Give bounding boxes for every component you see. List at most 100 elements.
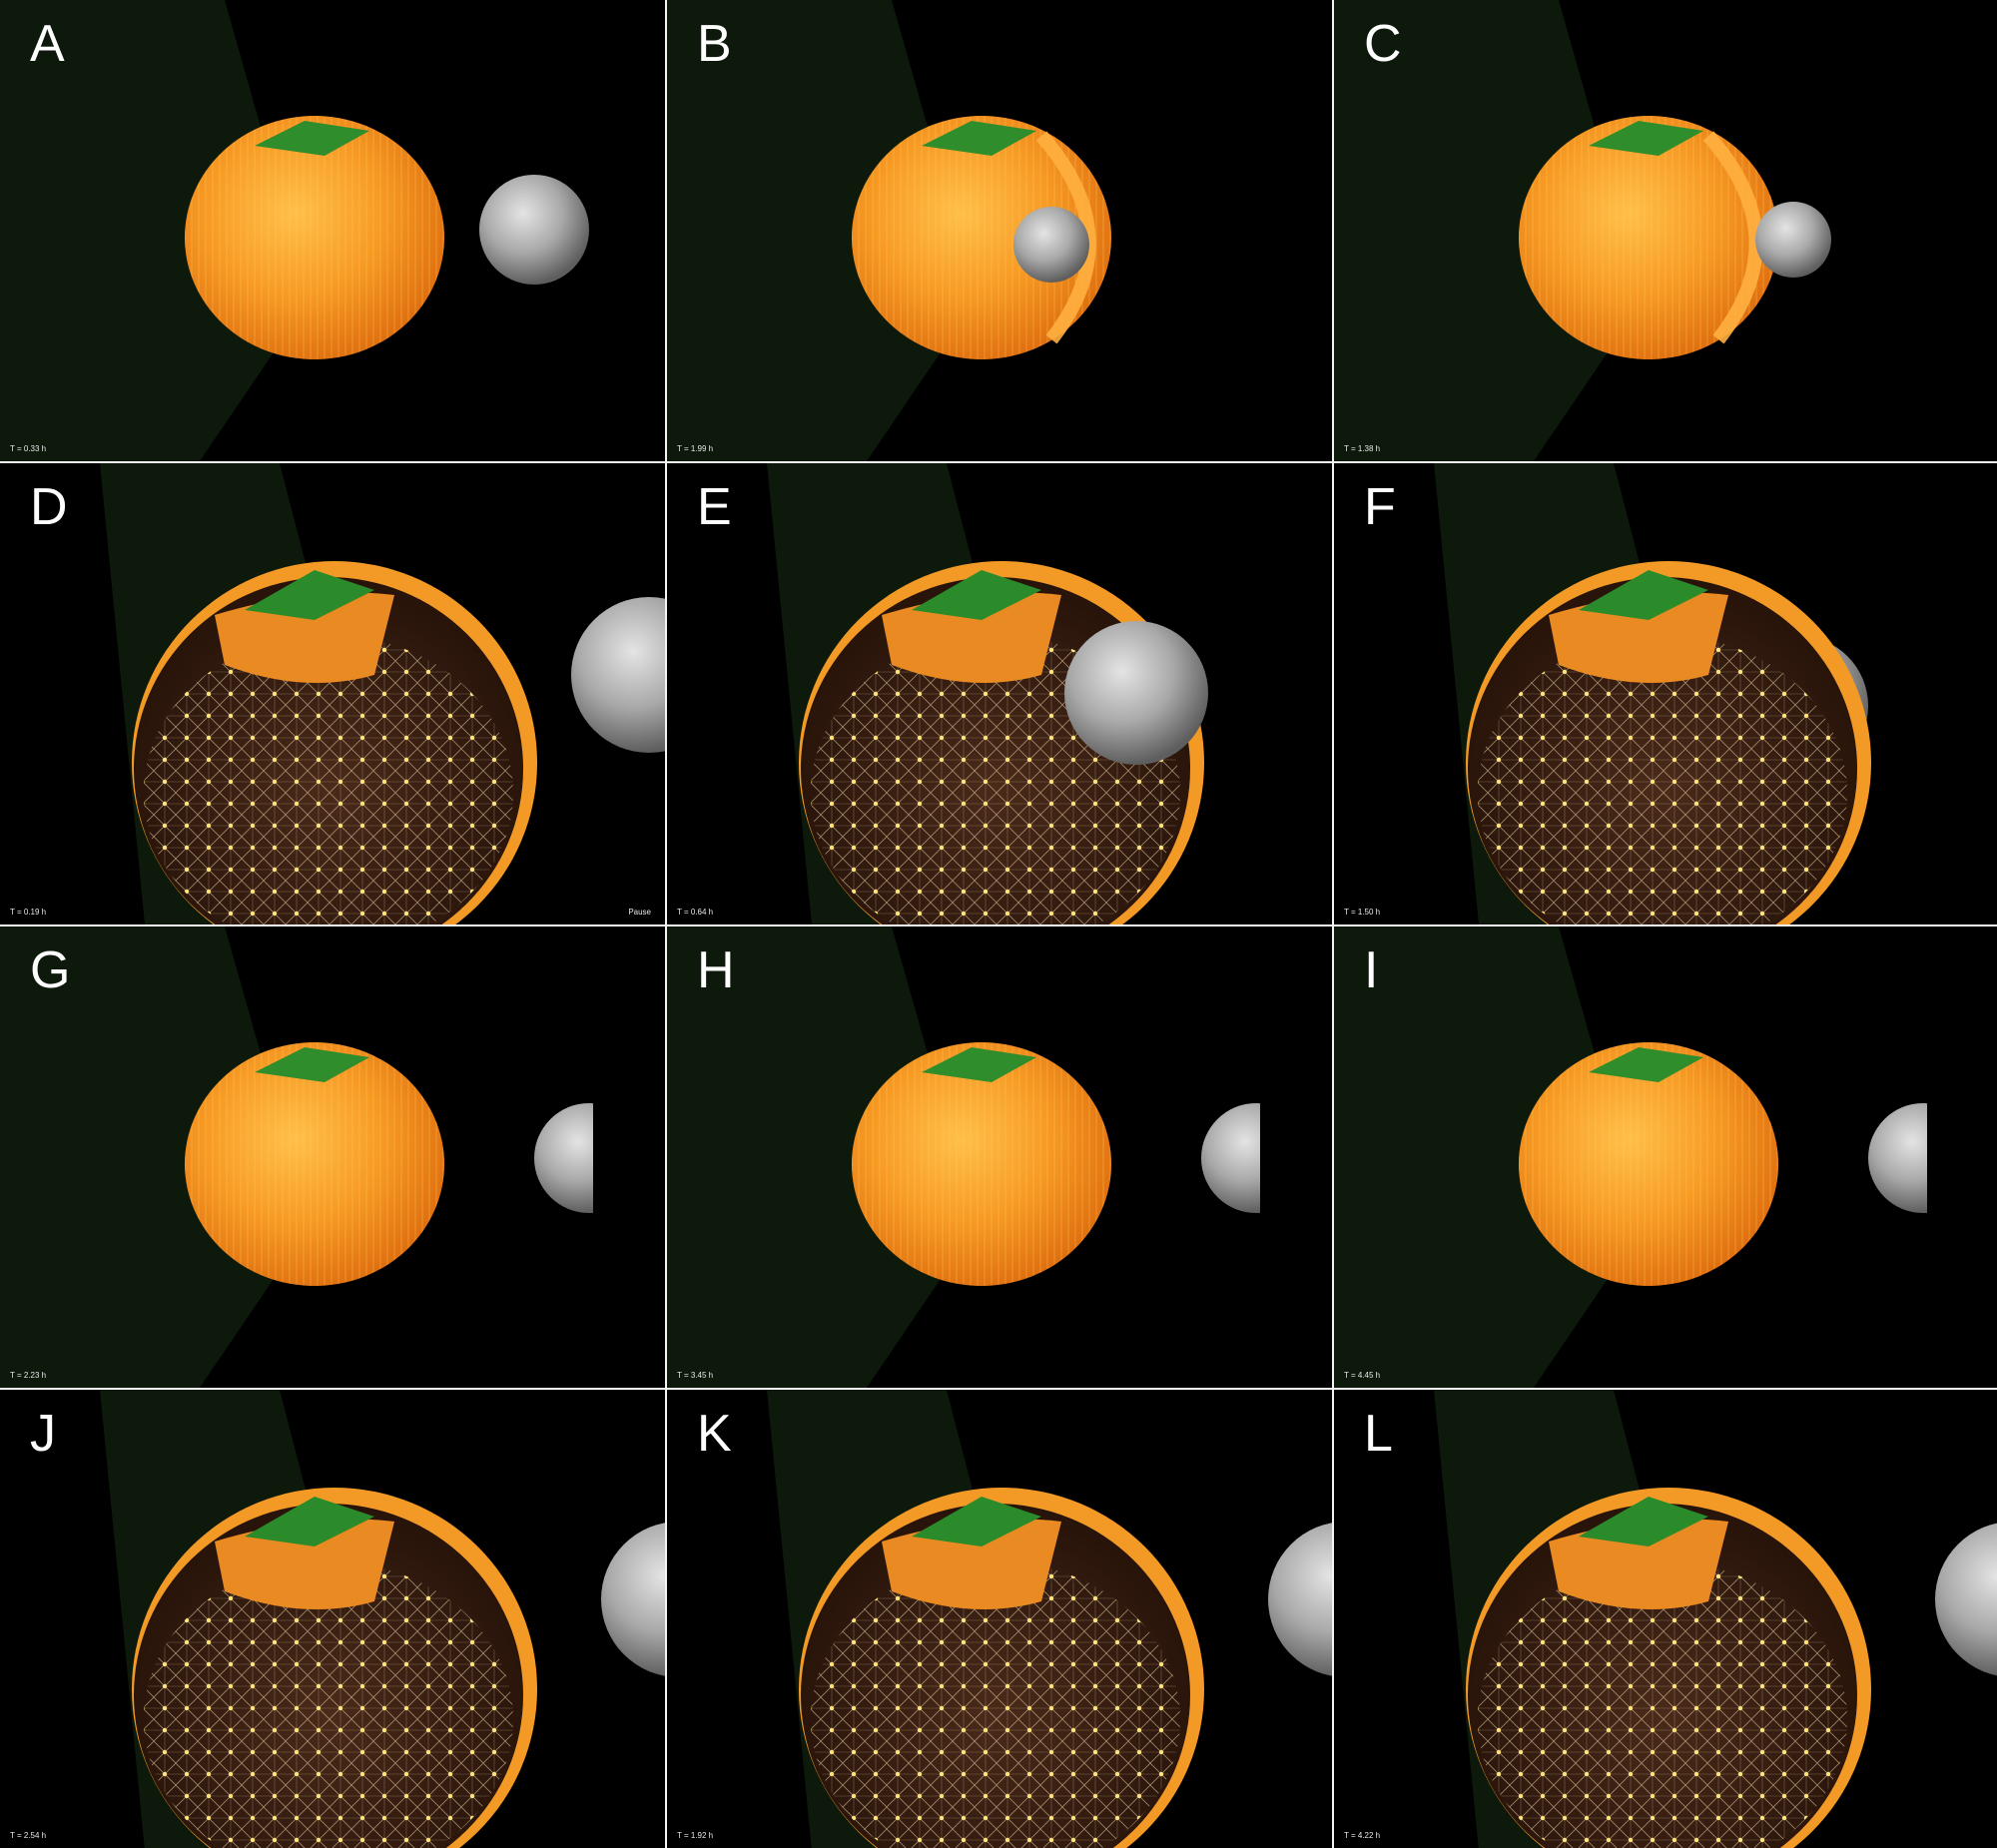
panel-e: E T = 0.64 h: [667, 463, 1332, 924]
cortex-shell: [882, 592, 1061, 683]
cortex-shell: [1549, 592, 1728, 683]
cortex-cap: [912, 570, 1041, 620]
divider: [0, 1388, 1997, 1390]
bead: [1268, 1523, 1332, 1676]
panel-g: G T = 2.23 h: [0, 926, 665, 1388]
bead: [1064, 621, 1208, 765]
membrane-protrusion: [1035, 131, 1096, 344]
cortex-cap: [255, 121, 369, 156]
cortex-cap: [912, 1497, 1041, 1546]
panel-letter: F: [1364, 478, 1396, 536]
time-label: T = 2.23 h: [10, 1371, 47, 1380]
cell-surface-filaments: [185, 116, 444, 359]
panel-f: F T = 1.50 h: [1334, 463, 1997, 924]
cytoskeleton-network: [144, 635, 513, 924]
cortex-shell: [882, 1519, 1061, 1609]
cortex-shell: [215, 592, 394, 683]
divider: [1332, 0, 1334, 461]
background-plane: [667, 0, 977, 461]
panel-d: D T = 0.19 h Pause: [0, 463, 665, 924]
cortex-cap: [1579, 570, 1708, 620]
cortex-shell: [1549, 1519, 1728, 1609]
background-plane: [1334, 0, 1644, 461]
divider: [1332, 1390, 1334, 1848]
bead: [479, 175, 589, 285]
panel-i: I T = 4.45 h: [1334, 926, 1997, 1388]
divider: [0, 924, 1997, 926]
time-label: T = 1.99 h: [677, 444, 714, 453]
time-label: T = 1.50 h: [1344, 908, 1381, 917]
scene-render: [1434, 1390, 1997, 1848]
scene-render: [0, 926, 593, 1388]
panel-letter: B: [697, 15, 732, 73]
time-label: T = 1.92 h: [677, 1831, 714, 1840]
divider: [0, 461, 1997, 463]
divider: [665, 463, 667, 924]
time-label: T = 3.45 h: [677, 1371, 714, 1380]
bead: [1868, 1103, 1927, 1213]
scene-render: [667, 0, 1111, 461]
cytoskeleton-network: [1478, 1561, 1847, 1848]
scene-render: [100, 1390, 665, 1848]
cell-surface-filaments: [185, 1042, 444, 1286]
scene-render: [1434, 463, 1871, 924]
bead: [1201, 1103, 1260, 1213]
divider: [665, 926, 667, 1388]
cortex-cap: [1589, 121, 1703, 156]
background-plane: [667, 926, 977, 1388]
time-label: T = 0.64 h: [677, 908, 714, 917]
scene-render: [1334, 926, 1927, 1388]
panel-letter: K: [697, 1405, 732, 1463]
background-plane: [0, 0, 310, 461]
divider: [1332, 463, 1334, 924]
panel-letter: D: [30, 478, 68, 536]
panel-letter: H: [697, 941, 735, 999]
cortex-cap: [1579, 1497, 1708, 1546]
cytoskeleton-network: [144, 1561, 513, 1848]
panel-j: J T = 2.54 h: [0, 1390, 665, 1848]
scene-render: [767, 1390, 1332, 1848]
panel-l: L T = 4.22 h: [1334, 1390, 1997, 1848]
divider: [665, 0, 667, 461]
cell-surface-filaments: [1519, 116, 1778, 359]
cell-surface-filaments: [852, 1042, 1111, 1286]
cortex-cap: [245, 1497, 374, 1546]
scene-render: [0, 0, 589, 461]
cortex-cap: [922, 121, 1036, 156]
time-label: T = 0.33 h: [10, 444, 47, 453]
bead: [534, 1103, 593, 1213]
bead: [601, 1523, 665, 1676]
panel-h: H T = 3.45 h: [667, 926, 1332, 1388]
panel-c: C T = 1.38 h: [1334, 0, 1997, 461]
divider: [665, 1390, 667, 1848]
panel-letter: L: [1364, 1405, 1393, 1463]
time-label: T = 2.54 h: [10, 1831, 47, 1840]
panel-b: B T = 1.99 h: [667, 0, 1332, 461]
time-label: T = 0.19 h: [10, 908, 47, 917]
scene-render: [667, 926, 1260, 1388]
time-label: T = 4.45 h: [1344, 1371, 1381, 1380]
background-plane: [0, 926, 310, 1388]
panel-letter: A: [30, 15, 65, 73]
bead: [571, 597, 665, 753]
scene-render: [100, 463, 665, 924]
panel-letter: E: [697, 478, 732, 536]
cytoskeleton-network: [1478, 635, 1847, 924]
time-label: T = 1.38 h: [1344, 444, 1381, 453]
panel-letter: G: [30, 941, 71, 999]
cell-surface-filaments: [852, 116, 1111, 359]
cortex-cap: [255, 1047, 369, 1082]
scene-render: [1334, 0, 1831, 461]
bead: [1013, 207, 1089, 283]
cortex-shell: [215, 1519, 394, 1609]
time-label: T = 4.22 h: [1344, 1831, 1381, 1840]
background-plane: [1334, 926, 1644, 1388]
cell-surface-filaments: [1519, 1042, 1778, 1286]
panel-letter: J: [30, 1405, 56, 1463]
panel-k: K T = 1.92 h: [667, 1390, 1332, 1848]
panel-letter: I: [1364, 941, 1379, 999]
pause-status: Pause: [628, 908, 651, 917]
cytoskeleton-network: [811, 1561, 1180, 1848]
cortex-cap: [245, 570, 374, 620]
divider: [1332, 926, 1334, 1388]
